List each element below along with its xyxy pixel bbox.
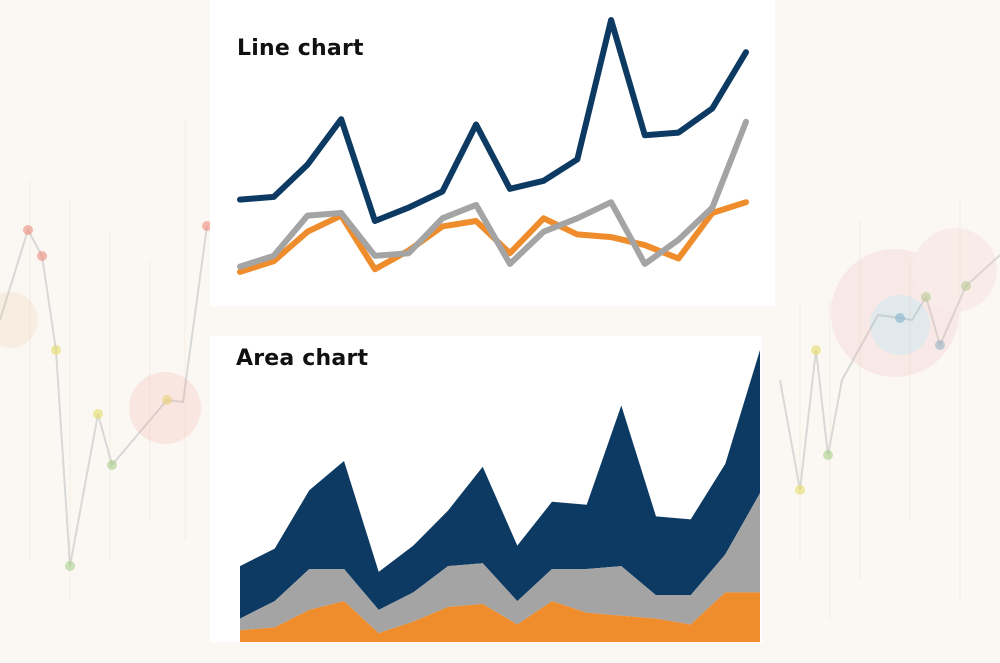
line-series-1 [237, 118, 749, 270]
bg-trend-left [0, 225, 208, 567]
area-chart-title: Area chart [236, 346, 369, 371]
area-series-0 [240, 592, 760, 642]
area-series-1 [240, 493, 760, 634]
line-series-0 [237, 17, 749, 224]
line-chart [237, 17, 749, 275]
area-chart [240, 350, 760, 642]
area-series-2 [240, 350, 760, 619]
line-chart-title: Line chart [237, 36, 364, 61]
bg-trend-right [779, 254, 1000, 491]
